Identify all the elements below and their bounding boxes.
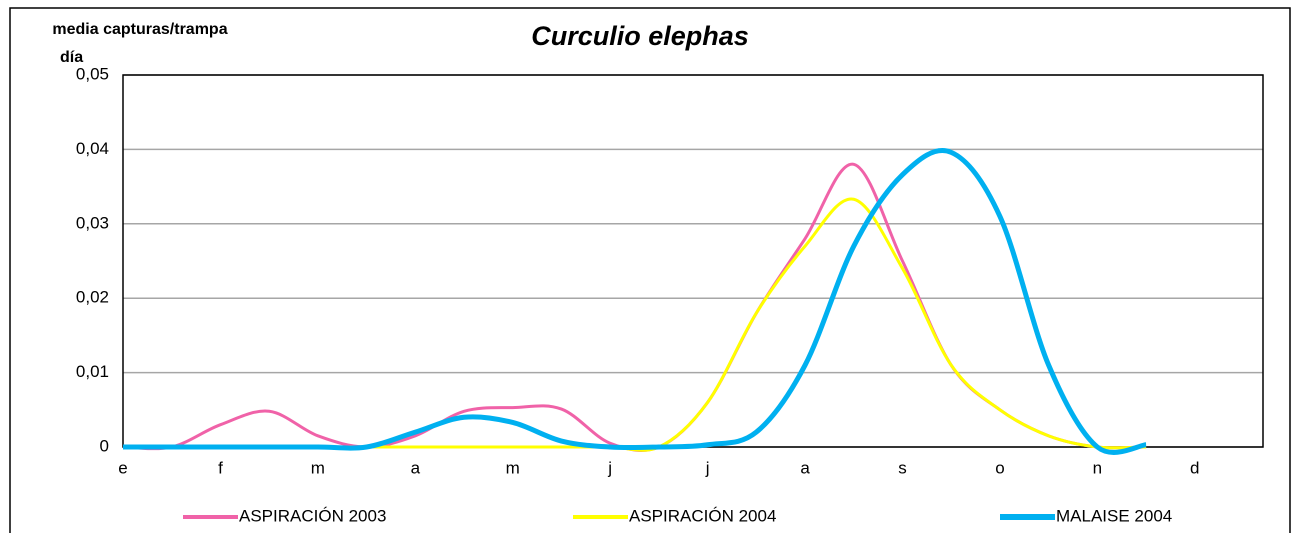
y-tick-label: 0,02: [76, 288, 109, 307]
y-tick-label: 0,03: [76, 213, 109, 232]
chart-border: [9, 7, 1291, 533]
line-series: [123, 148, 1147, 455]
y-axis-label: día: [60, 49, 83, 66]
x-tick-label: j: [607, 458, 612, 477]
plot-border: [122, 74, 1264, 448]
x-tick-label: f: [218, 458, 223, 477]
x-tick-label: m: [311, 458, 325, 477]
legend-label: MALAISE 2004: [1056, 506, 1172, 525]
x-tick-label: a: [800, 458, 810, 477]
x-tick-label: d: [1190, 458, 1199, 477]
x-tick-label: m: [506, 458, 520, 477]
y-tick-label: 0,05: [76, 64, 109, 83]
legend-label: ASPIRACIÓN 2004: [629, 506, 776, 525]
x-tick-label: e: [118, 458, 127, 477]
x-tick-label: s: [898, 458, 907, 477]
x-tick-label: o: [995, 458, 1004, 477]
legend-label: ASPIRACIÓN 2003: [239, 506, 386, 525]
x-tick-label: a: [411, 458, 421, 477]
chart-title: Curculio elephas: [531, 21, 749, 51]
y-tick-label: 0,01: [76, 362, 109, 381]
y-tick-label: 0: [100, 436, 109, 455]
y-axis-label: media capturas/trampa: [52, 21, 227, 38]
x-tick-label: j: [705, 458, 710, 477]
y-tick-label: 0,04: [76, 139, 109, 158]
line-series: [122, 162, 1147, 452]
x-tick-label: n: [1093, 458, 1102, 477]
